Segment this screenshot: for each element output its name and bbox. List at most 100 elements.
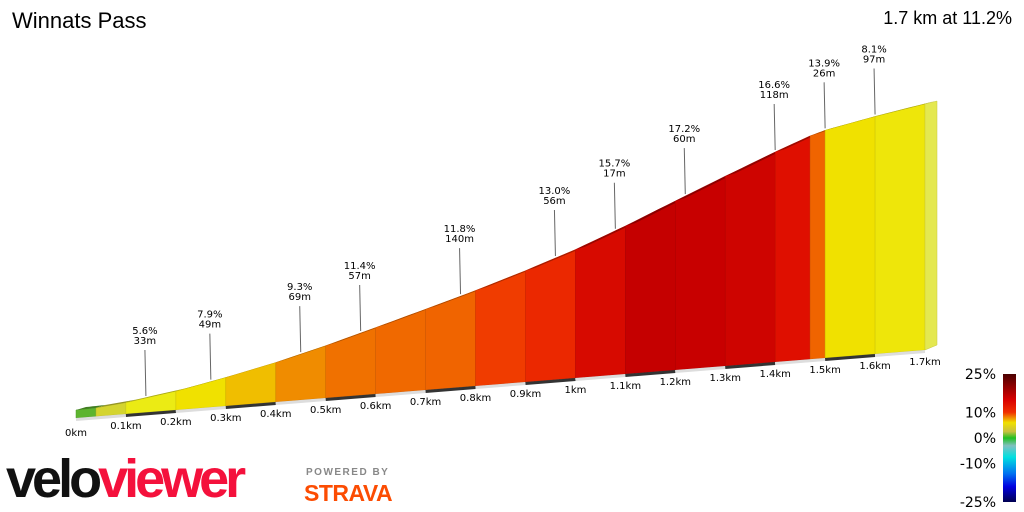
- x-tick-label: 0.8km: [460, 393, 491, 404]
- annotation-gradient: 7.9%: [197, 310, 222, 321]
- gradient-segment: [525, 249, 576, 383]
- distance-scale-bar: [175, 406, 226, 413]
- annotation-leader-line: [459, 248, 462, 295]
- distance-scale-bar: [625, 370, 676, 377]
- x-tick-label: 1.6km: [859, 361, 890, 372]
- gradient-segment: [809, 129, 826, 360]
- x-tick-label: 0.6km: [360, 401, 391, 412]
- gradient-segment: [575, 225, 626, 379]
- distance-scale-bar: [824, 354, 876, 361]
- climb-summary: 1.7 km at 11.2%: [883, 8, 1012, 28]
- x-tick-label: 1.2km: [660, 377, 691, 388]
- x-tick-label: 1.4km: [759, 369, 790, 380]
- annotation-gradient: 11.4%: [344, 261, 376, 272]
- x-tick-label: 1.7km: [909, 357, 940, 368]
- profile-top-surface: [375, 306, 436, 328]
- x-tick-label: 0.1km: [110, 421, 141, 432]
- x-tick-label: 0.2km: [160, 417, 191, 428]
- distance-scale-bar: [275, 398, 326, 405]
- distance-scale-bar: [425, 386, 476, 393]
- gradient-segment: [375, 308, 426, 395]
- annotation-leader-line: [683, 148, 686, 195]
- profile-top-surface: [875, 101, 935, 117]
- profile-top-surface: [625, 198, 686, 226]
- annotation-length: 33m: [134, 336, 156, 347]
- annotation-gradient: 9.3%: [287, 282, 312, 293]
- profile-top-surface: [125, 388, 186, 403]
- gradient-segment: [225, 362, 277, 407]
- annotation-length: 118m: [760, 90, 789, 101]
- profile-top-surface: [76, 404, 106, 410]
- logo-viewer: viewer: [98, 449, 246, 509]
- x-tick-label: 0.9km: [510, 389, 541, 400]
- distance-scale-bar: [75, 414, 127, 421]
- distance-scale-bar: [325, 394, 376, 401]
- profile-top-surface: [775, 132, 821, 152]
- annotation-leader-line: [613, 182, 616, 229]
- logo-velo: velo: [6, 449, 102, 509]
- gradient-segment: [724, 151, 776, 367]
- annotation-gradient: 5.6%: [132, 326, 157, 337]
- gradient-segment: [625, 200, 676, 375]
- x-tick-label: 0.3km: [210, 413, 241, 424]
- profile-top-surface: [325, 324, 386, 346]
- profile-top-surface: [96, 399, 136, 408]
- gradient-segment: [675, 175, 726, 371]
- profile-end-face: [924, 100, 938, 351]
- legend-label: -10%: [960, 457, 996, 473]
- x-tick-label: 1.5km: [809, 365, 840, 376]
- distance-scale-bar: [725, 362, 776, 369]
- annotation-leader-line: [359, 285, 362, 332]
- legend-label: -25%: [960, 495, 996, 511]
- annotation-leader-line: [873, 68, 876, 115]
- annotation-gradient: 11.8%: [444, 224, 476, 235]
- x-tick-label: 0.4km: [260, 409, 291, 420]
- annotation-length: 49m: [199, 320, 221, 331]
- annotation-length: 17m: [603, 169, 625, 180]
- distance-scale-bar: [475, 382, 526, 389]
- distance-scale-bar: [874, 350, 926, 357]
- distance-scale-bar: [775, 358, 826, 365]
- annotation-gradient: 15.7%: [598, 159, 630, 170]
- annotation-length: 56m: [543, 196, 565, 207]
- climb-title: Winnats Pass: [12, 8, 147, 33]
- annotation-gradient: 17.2%: [668, 124, 700, 135]
- distance-scale-bar: [225, 402, 276, 409]
- annotation-length: 26m: [813, 68, 835, 79]
- annotation-leader-line: [823, 82, 826, 129]
- gradient-segment: [774, 135, 811, 363]
- annotation-gradient: 13.0%: [539, 186, 571, 197]
- annotation-leader-line: [553, 209, 556, 257]
- annotation-length: 60m: [673, 134, 695, 145]
- profile-top-surface: [675, 173, 736, 201]
- gradient-legend-bar: [1003, 374, 1016, 502]
- distance-scale-bar: [525, 378, 576, 385]
- profile-top-surface: [825, 113, 886, 131]
- x-tick-label: 1km: [564, 385, 586, 396]
- gradient-segment: [325, 327, 376, 399]
- annotation-leader-line: [773, 103, 776, 150]
- distance-scale-bar: [575, 374, 626, 381]
- annotation-length: 140m: [445, 234, 474, 245]
- profile-top-surface: [225, 359, 286, 378]
- profile-top-surface: [275, 342, 336, 363]
- legend-label: 0%: [974, 431, 996, 447]
- legend-label: 25%: [965, 367, 996, 383]
- veloviewer-logo[interactable]: veloviewer: [6, 449, 246, 509]
- gradient-segment: [874, 103, 926, 355]
- annotation-length: 57m: [348, 271, 370, 282]
- x-tick-label: 0.5km: [310, 405, 341, 416]
- annotation-gradient: 8.1%: [861, 45, 886, 56]
- profile-top-surface: [725, 149, 786, 177]
- x-tick-label: 1.1km: [610, 381, 641, 392]
- annotation-length: 97m: [863, 55, 885, 66]
- x-tick-label: 0.7km: [410, 397, 441, 408]
- distance-scale-bar: [125, 410, 177, 417]
- strava-logo[interactable]: STRAVA: [304, 480, 393, 506]
- annotation-leader-line: [299, 306, 302, 353]
- gradient-segment: [824, 116, 876, 359]
- distance-scale-bar: [675, 366, 726, 373]
- x-tick-label: 1.3km: [710, 373, 741, 384]
- distance-scale-bar: [375, 390, 426, 397]
